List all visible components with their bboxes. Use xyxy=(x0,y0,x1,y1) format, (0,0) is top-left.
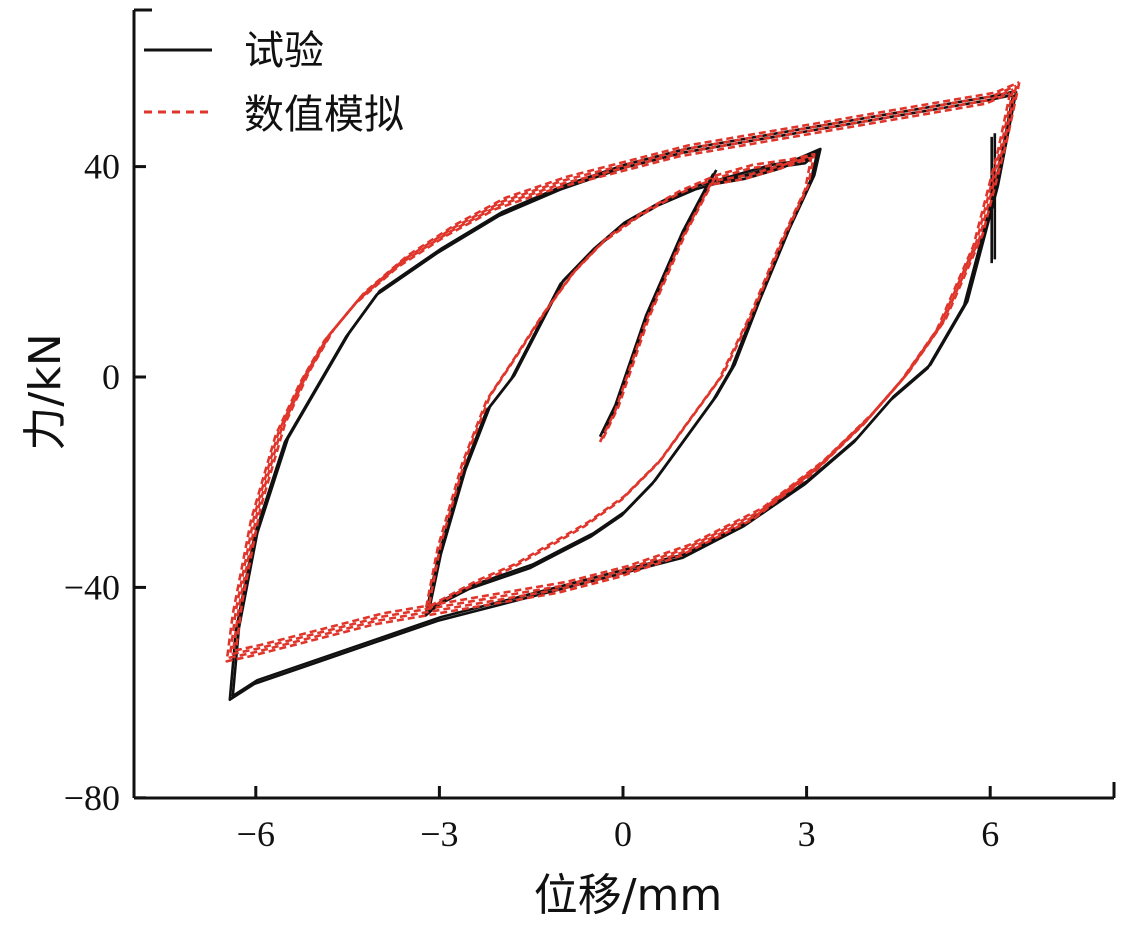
y-axis-title: 力/kN xyxy=(20,333,71,450)
y-tick-label: −40 xyxy=(64,567,120,607)
y-tick-label: 40 xyxy=(84,147,120,187)
test-series-line xyxy=(601,169,718,434)
legend-label-sim: 数值模拟 xyxy=(244,92,404,138)
x-axis-title: 位移/mm xyxy=(534,870,723,921)
simulation-series-line xyxy=(234,81,1021,652)
series-group xyxy=(225,81,1021,701)
x-tick-label: 0 xyxy=(614,814,632,854)
simulation-series-line xyxy=(231,84,1018,656)
legend-label-test: 试验 xyxy=(244,28,324,74)
ticks: −6 −3 0 3 6 −80 −40 0 40 xyxy=(64,147,1000,854)
simulation-series-line xyxy=(228,88,1015,659)
test-series-line xyxy=(231,89,1018,698)
legend: 试验 数值模拟 xyxy=(144,28,404,138)
simulation-series-line xyxy=(225,92,1012,663)
x-tick-label: 6 xyxy=(981,814,999,854)
x-tick-label: 3 xyxy=(798,814,816,854)
y-tick-label: 0 xyxy=(102,357,120,397)
x-tick-label: −3 xyxy=(420,814,458,854)
simulation-series-line xyxy=(598,178,715,443)
x-tick-label: −6 xyxy=(237,814,275,854)
y-tick-label: −80 xyxy=(64,778,120,818)
simulation-series-line xyxy=(601,174,718,439)
